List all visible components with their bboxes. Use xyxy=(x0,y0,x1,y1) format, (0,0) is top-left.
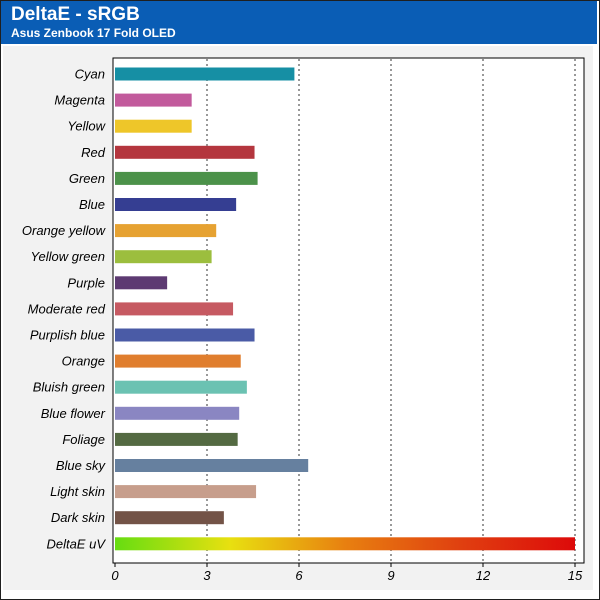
x-tick-label: 3 xyxy=(203,568,211,583)
bar-orange xyxy=(115,354,241,368)
category-label: Purplish blue xyxy=(30,328,105,343)
x-tick-label: 0 xyxy=(111,568,119,583)
category-label: Moderate red xyxy=(28,301,106,316)
category-label: Green xyxy=(69,171,105,186)
category-label: Blue flower xyxy=(41,406,106,421)
bar-blue-sky xyxy=(115,459,309,472)
bar-green xyxy=(115,171,258,185)
x-tick-label: 6 xyxy=(295,568,303,583)
chart-header: DeltaE - sRGB Asus Zenbook 17 Fold OLED xyxy=(1,1,597,44)
bar-purplish-blue xyxy=(115,328,255,342)
bar-blue-flower xyxy=(115,406,240,420)
bar-blue xyxy=(115,198,237,211)
category-label: Blue sky xyxy=(56,458,107,473)
category-label: Magenta xyxy=(54,93,105,108)
category-label: Red xyxy=(81,145,106,160)
category-label: Yellow green xyxy=(31,249,105,264)
category-label: Dark skin xyxy=(51,510,105,525)
category-label: Foliage xyxy=(62,432,105,447)
bar-magenta xyxy=(115,93,192,107)
bars xyxy=(115,67,575,551)
category-label: Orange yellow xyxy=(22,223,107,238)
category-label: Orange xyxy=(62,354,105,369)
x-axis: 0 3 6 9 12 15 xyxy=(111,563,583,583)
bar-purple xyxy=(115,276,168,290)
x-tick-label: 9 xyxy=(387,568,394,583)
category-label: Light skin xyxy=(50,484,105,499)
bar-foliage xyxy=(115,432,238,446)
category-label: Yellow xyxy=(67,119,106,134)
bar-bluish-green xyxy=(115,380,247,394)
chart-subtitle: Asus Zenbook 17 Fold OLED xyxy=(11,26,176,40)
bar-moderate-red xyxy=(115,302,234,316)
bar-dark-skin xyxy=(115,511,224,525)
bar-light-skin xyxy=(115,485,257,499)
bar-orange-yellow xyxy=(115,224,217,238)
bar-yellow-green xyxy=(115,250,212,264)
x-tick-label: 12 xyxy=(476,568,491,583)
bar-cyan xyxy=(115,67,295,81)
bar-deltae-uv xyxy=(115,537,575,551)
category-label: Blue xyxy=(79,197,105,212)
bar-red xyxy=(115,145,255,159)
category-label: Cyan xyxy=(75,67,105,82)
bar-yellow xyxy=(115,119,192,133)
category-label: DeltaE uV xyxy=(46,536,106,551)
category-labels: Cyan Magenta Yellow Red Green Blue Orange yell… xyxy=(22,67,107,552)
chart-title: DeltaE - sRGB xyxy=(11,4,140,25)
category-label: Bluish green xyxy=(33,380,105,395)
x-tick-label: 15 xyxy=(568,568,583,583)
category-label: Purple xyxy=(67,275,105,290)
